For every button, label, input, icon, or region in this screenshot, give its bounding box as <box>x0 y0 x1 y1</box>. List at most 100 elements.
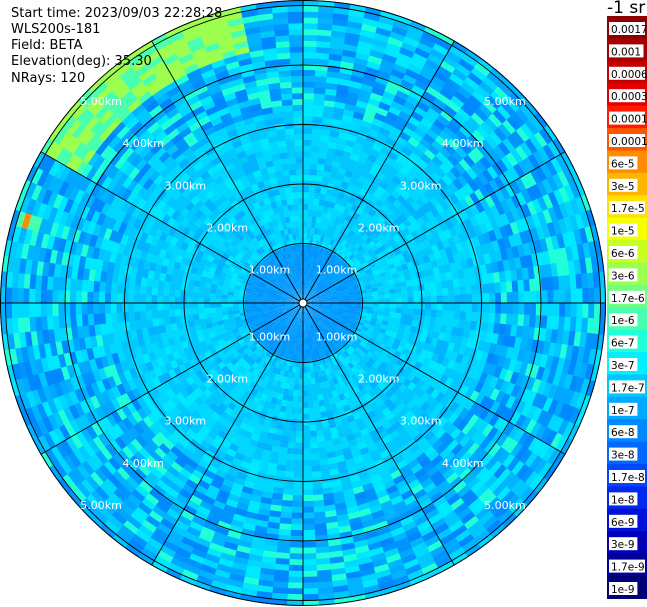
scan-bin <box>395 312 402 319</box>
scan-bin <box>402 434 414 445</box>
scan-bin <box>133 450 147 464</box>
scan-bin <box>386 111 399 122</box>
scan-bin <box>428 252 437 262</box>
scan-bin <box>267 521 280 530</box>
scan-bin <box>374 569 392 580</box>
scan-bin <box>156 255 165 266</box>
scan-bin <box>180 378 190 389</box>
scan-bin <box>312 116 323 124</box>
scan-bin <box>337 244 345 252</box>
scan-bin <box>311 330 316 337</box>
scan-bin <box>377 332 385 339</box>
scan-bin <box>246 340 254 348</box>
scan-bin <box>279 446 288 454</box>
scan-bin <box>515 268 524 281</box>
scan-bin <box>192 308 199 315</box>
scan-bin <box>316 169 325 177</box>
scan-bin <box>557 372 568 389</box>
scan-bin <box>325 361 332 369</box>
scan-bin <box>321 315 328 321</box>
scan-bin <box>189 390 200 401</box>
scan-bin <box>182 463 196 475</box>
scan-bin <box>85 384 96 398</box>
scan-bin <box>337 303 345 306</box>
scan-bin <box>463 218 474 230</box>
scan-bin <box>382 53 398 64</box>
scan-bin <box>378 15 396 27</box>
scan-bin <box>315 552 330 560</box>
scan-bin <box>313 104 325 112</box>
scan-bin <box>317 280 323 286</box>
scan-bin <box>447 181 459 194</box>
scan-bin <box>68 390 80 405</box>
scan-bin <box>65 436 79 453</box>
scan-bin <box>333 184 342 193</box>
scan-bin <box>340 156 351 165</box>
scan-bin <box>425 210 436 221</box>
scan-bin <box>307 250 312 257</box>
scan-bin <box>108 363 118 377</box>
scan-bin <box>244 302 251 307</box>
scan-bin <box>310 289 316 295</box>
scan-bin <box>256 324 263 330</box>
scan-bin <box>439 200 450 212</box>
scan-bin <box>204 553 221 564</box>
scan-bin <box>164 362 174 372</box>
scan-bin <box>477 420 489 434</box>
scan-bin <box>303 308 305 315</box>
scan-bin <box>382 175 393 186</box>
scan-bin <box>326 348 333 356</box>
scan-bin <box>332 247 339 255</box>
scan-bin <box>394 317 402 324</box>
scan-bin <box>313 371 319 379</box>
scan-bin <box>255 590 273 599</box>
scan-bin <box>296 413 303 420</box>
scan-bin <box>353 287 361 293</box>
scan-bin <box>510 111 526 128</box>
scan-bin <box>304 308 307 315</box>
scan-bin <box>474 212 485 226</box>
scan-bin <box>450 427 462 440</box>
scan-bin <box>146 471 160 485</box>
scan-bin <box>365 331 373 338</box>
scan-bin <box>532 150 546 167</box>
scan-bin <box>328 266 335 273</box>
scan-bin <box>401 292 409 298</box>
scan-bin <box>47 383 59 400</box>
scan-bin <box>142 415 154 428</box>
scan-bin <box>280 307 287 311</box>
scan-bin <box>319 306 327 310</box>
scan-bin <box>413 105 428 118</box>
scan-bin <box>162 302 170 311</box>
scan-bin <box>307 384 313 391</box>
scan-bin <box>55 442 69 459</box>
scan-bin <box>261 361 268 369</box>
scan-bin <box>409 404 421 415</box>
scan-bin <box>422 461 436 474</box>
scan-bin <box>553 204 564 221</box>
scan-bin <box>151 294 158 303</box>
scan-bin <box>379 10 398 21</box>
scan-bin <box>406 391 417 401</box>
scan-bin <box>94 356 104 370</box>
scan-bin <box>524 363 535 378</box>
scan-bin <box>465 426 478 440</box>
scan-bin <box>376 70 392 81</box>
scan-bin <box>194 396 205 407</box>
scan-bin <box>390 267 398 275</box>
scan-bin <box>494 378 505 392</box>
scan-bin <box>57 409 70 425</box>
scan-bin <box>389 312 396 318</box>
scan-bin <box>330 36 346 45</box>
scan-bin <box>330 260 337 267</box>
scan-bin <box>380 58 396 70</box>
scan-bin <box>95 334 104 347</box>
scan-bin <box>471 311 478 322</box>
scan-bin <box>228 380 237 390</box>
scan-bin <box>360 119 373 130</box>
scan-bin <box>35 274 43 290</box>
scan-bin <box>469 275 478 286</box>
scan-bin <box>245 311 252 316</box>
scan-bin <box>165 486 180 499</box>
scan-bin <box>413 265 422 274</box>
